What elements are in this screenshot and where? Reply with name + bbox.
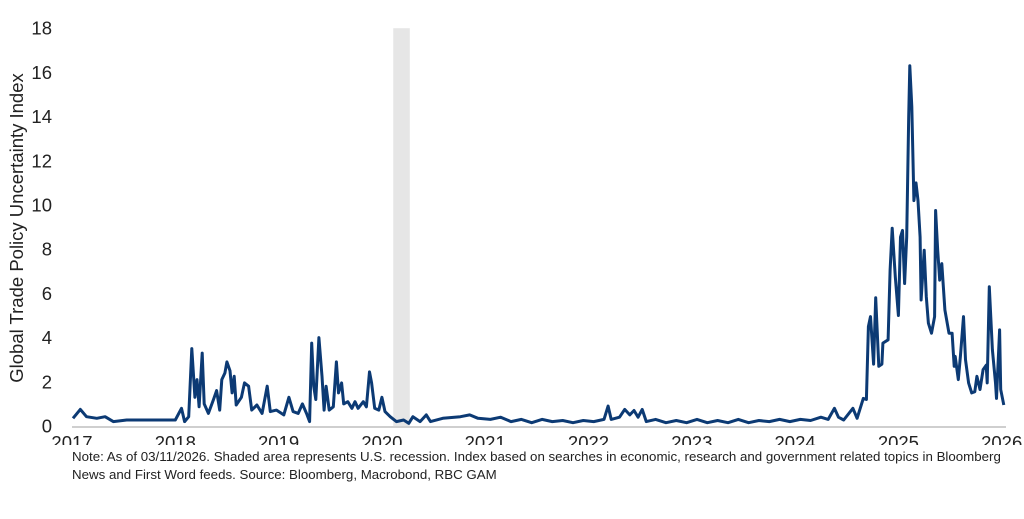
y-axis-tick-labels: 0 2 4 6 8 10 12 14 16 18 [31,18,52,437]
x-tick-label: 2020 [361,432,402,445]
y-tick-label: 8 [42,239,52,260]
y-tick-label: 0 [42,416,52,437]
recession-shading [393,28,410,426]
chart-note: Note: As of 03/11/2026. Shaded area repr… [72,449,1001,482]
x-tick-label: 2024 [775,432,816,445]
y-axis-title: Global Trade Policy Uncertainty Index [6,72,27,382]
trade-policy-uncertainty-chart: 0 2 4 6 8 10 12 14 16 18 2017 2018 2019 2020 2021 2022… [6,18,1022,445]
y-tick-label: 4 [42,327,52,348]
series-line [71,64,1006,425]
x-tick-label: 2017 [51,432,92,445]
x-tick-label: 2025 [878,432,919,445]
y-tick-label: 16 [31,62,52,83]
x-tick-label: 2021 [465,432,506,445]
x-axis-tick-labels: 2017 2018 2019 2020 2021 2022 2023 2024 2025 2026 [51,432,1022,445]
x-tick-label: 2018 [155,432,196,445]
y-tick-label: 6 [42,283,52,304]
x-tick-label: 2026 [981,432,1022,445]
x-tick-label: 2023 [671,432,712,445]
x-tick-label: 2022 [568,432,609,445]
y-tick-label: 18 [31,18,52,39]
x-tick-label: 2019 [258,432,299,445]
y-tick-label: 2 [42,371,52,392]
y-tick-label: 12 [31,150,52,171]
y-tick-label: 10 [31,195,52,216]
y-tick-label: 14 [31,106,52,127]
